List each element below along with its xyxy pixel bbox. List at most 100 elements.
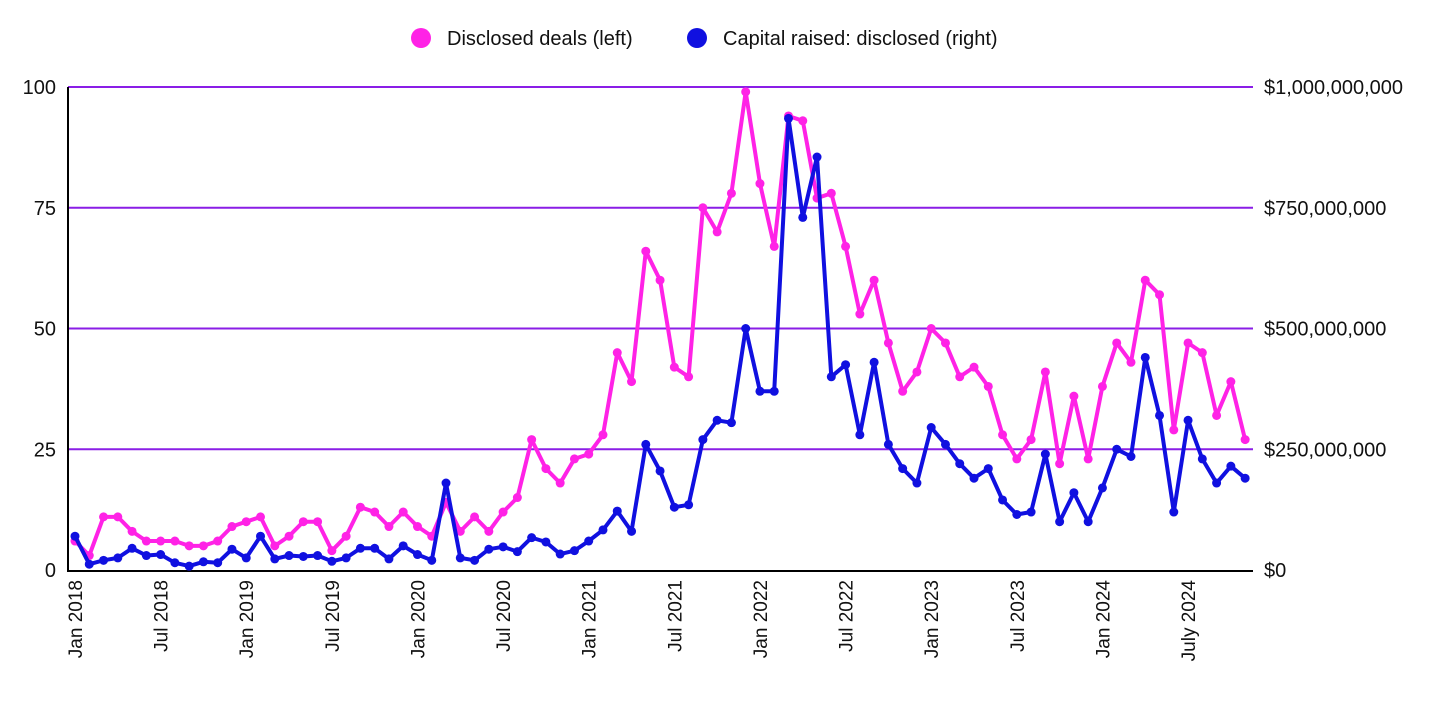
data-point[interactable] [1112,444,1122,454]
data-point[interactable] [955,372,965,382]
data-point[interactable] [227,522,237,532]
data-point[interactable] [541,537,551,547]
data-point[interactable] [1026,435,1036,445]
data-point[interactable] [1212,478,1222,488]
data-point[interactable] [398,541,408,551]
data-point[interactable] [398,507,408,517]
data-point[interactable] [983,464,993,474]
data-point[interactable] [355,543,365,553]
data-point[interactable] [527,435,537,445]
data-point[interactable] [655,466,665,476]
data-point[interactable] [1083,517,1093,527]
data-point[interactable] [470,512,480,522]
data-point[interactable] [584,536,594,546]
data-point[interactable] [669,362,679,372]
data-point[interactable] [427,555,437,565]
data-point[interactable] [712,415,722,425]
data-point[interactable] [726,418,736,428]
data-point[interactable] [198,541,208,551]
data-point[interactable] [1240,435,1250,445]
data-point[interactable] [841,360,851,370]
data-point[interactable] [498,507,508,517]
data-point[interactable] [555,549,565,559]
data-point[interactable] [855,430,865,440]
data-point[interactable] [370,507,380,517]
data-point[interactable] [213,558,223,568]
data-point[interactable] [869,357,879,367]
data-point[interactable] [298,551,308,561]
data-point[interactable] [769,241,779,251]
data-point[interactable] [412,550,422,560]
data-point[interactable] [726,188,736,198]
data-point[interactable] [912,367,922,377]
data-point[interactable] [1197,348,1207,358]
data-point[interactable] [641,439,651,449]
data-point[interactable] [569,546,579,556]
data-point[interactable] [1112,338,1122,348]
data-point[interactable] [1226,461,1236,471]
data-point[interactable] [1140,352,1150,362]
data-point[interactable] [99,512,109,522]
data-point[interactable] [1097,381,1107,391]
data-point[interactable] [470,555,480,565]
data-point[interactable] [1126,357,1136,367]
data-point[interactable] [170,536,180,546]
data-point[interactable] [627,377,637,387]
data-point[interactable] [156,536,166,546]
data-point[interactable] [598,525,608,535]
data-point[interactable] [841,241,851,251]
data-point[interactable] [926,324,936,333]
data-point[interactable] [812,152,822,162]
data-point[interactable] [684,500,694,510]
data-point[interactable] [241,517,251,527]
data-point[interactable] [1169,425,1179,435]
data-point[interactable] [969,473,979,483]
data-point[interactable] [1197,454,1207,464]
data-point[interactable] [998,430,1008,440]
data-point[interactable] [826,372,836,382]
data-point[interactable] [883,338,893,348]
data-point[interactable] [270,541,280,551]
data-point[interactable] [70,531,80,541]
data-point[interactable] [1155,410,1165,420]
data-point[interactable] [1126,451,1136,461]
data-point[interactable] [341,553,351,563]
data-point[interactable] [113,512,123,522]
legend-item-deals[interactable]: Disclosed deals (left) [411,28,633,50]
data-point[interactable] [627,526,637,536]
data-point[interactable] [1169,507,1179,517]
data-point[interactable] [441,478,451,488]
data-point[interactable] [1240,473,1250,483]
data-point[interactable] [1097,483,1107,493]
data-point[interactable] [784,113,793,123]
data-point[interactable] [798,212,808,222]
data-point[interactable] [141,536,151,546]
data-point[interactable] [598,430,608,440]
data-point[interactable] [284,551,294,561]
data-point[interactable] [184,561,194,571]
data-point[interactable] [1012,509,1022,519]
data-point[interactable] [141,551,151,561]
data-point[interactable] [270,554,280,564]
data-point[interactable] [370,543,380,553]
data-point[interactable] [698,203,708,213]
data-point[interactable] [184,541,194,551]
data-point[interactable] [1183,338,1193,348]
legend-item-capital[interactable]: Capital raised: disclosed (right) [687,28,998,50]
data-point[interactable] [455,526,465,536]
data-point[interactable] [741,87,751,97]
data-point[interactable] [127,526,137,536]
data-point[interactable] [498,542,508,552]
data-point[interactable] [1155,290,1165,300]
data-point[interactable] [127,543,137,553]
data-point[interactable] [213,536,223,546]
data-point[interactable] [241,553,251,563]
data-point[interactable] [883,439,893,449]
data-point[interactable] [1055,517,1065,527]
data-point[interactable] [869,275,879,285]
data-point[interactable] [1212,410,1222,420]
data-point[interactable] [1069,488,1079,498]
data-point[interactable] [940,439,950,449]
data-point[interactable] [341,531,351,541]
data-point[interactable] [327,546,337,556]
